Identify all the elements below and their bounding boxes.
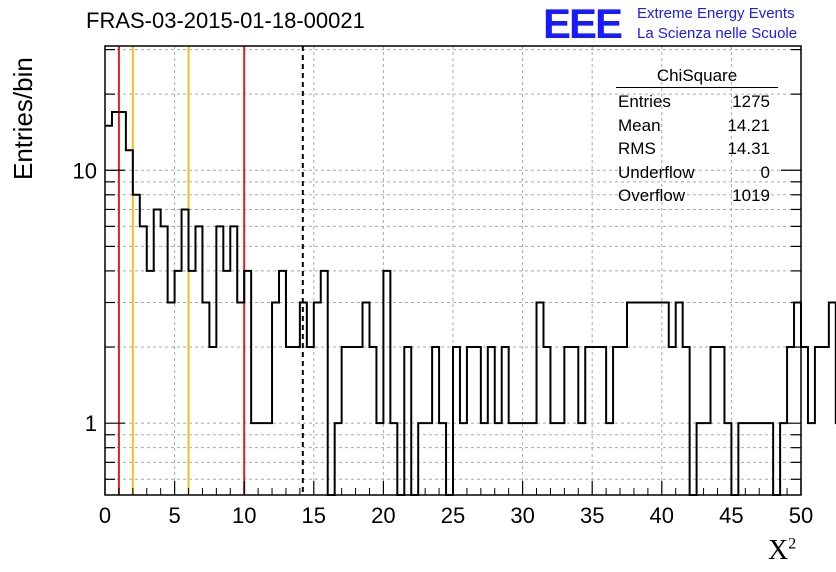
chart-title: FRAS-03-2015-01-18-00021 (86, 8, 365, 33)
stats-label: RMS (618, 139, 656, 158)
stats-value: 14.31 (727, 139, 770, 158)
stats-value: 14.21 (727, 115, 770, 135)
stats-label: Mean (618, 115, 661, 135)
y-tick-label: 10 (73, 158, 97, 183)
logo-caption-line1: Extreme Energy Events (637, 5, 795, 22)
histogram-series (105, 110, 836, 496)
stats-label: Overflow (618, 186, 686, 205)
x-tick-label: 0 (99, 503, 111, 528)
stats-title: ChiSquare (616, 66, 778, 88)
stats-row-entries: Entries 1275 (610, 90, 778, 114)
x-axis-label: X2 (768, 535, 796, 567)
x-tick-label: 15 (302, 503, 326, 528)
x-tick-label: 25 (441, 503, 465, 528)
stats-label: Entries (618, 92, 671, 111)
x-tick-label: 45 (719, 503, 743, 528)
stats-row-rms: RMS 14.31 (610, 137, 778, 161)
axis-ticks (104, 49, 802, 495)
y-axis-label: Entries/bin (8, 57, 38, 180)
stats-value: 1019 (732, 186, 770, 205)
logo-caption-line2: La Scienza nelle Scuole (637, 25, 798, 42)
stats-box: ChiSquare Entries 1275 Mean 14.21 RMS 14.31… (610, 66, 778, 208)
tick-labels: 0 5 10 15 20 25 30 35 40 45 50 1 10 (73, 158, 814, 528)
logo-caption: Extreme Energy Events La Scienza nelle S… (637, 4, 797, 44)
x-axis-label-main: X (768, 535, 789, 566)
x-axis-label-superscript: 2 (788, 535, 797, 553)
y-tick-label: 1 (85, 411, 97, 436)
x-tick-label: 5 (168, 503, 180, 528)
x-tick-label: 40 (650, 503, 674, 528)
stats-row-mean: Mean 14.21 (610, 114, 778, 138)
stats-value: 1275 (732, 92, 770, 111)
x-tick-label: 35 (580, 503, 604, 528)
stats-row-overflow: Overflow 1019 (610, 184, 778, 208)
x-tick-label: 50 (789, 503, 813, 528)
stats-label: Underflow (618, 162, 695, 182)
stats-row-underflow: Underflow 0 (610, 161, 778, 185)
x-tick-label: 30 (510, 503, 534, 528)
eee-logo: EEE (543, 0, 623, 47)
x-tick-label: 20 (371, 503, 395, 528)
stats-value: 0 (760, 162, 770, 182)
x-tick-label: 10 (232, 503, 256, 528)
